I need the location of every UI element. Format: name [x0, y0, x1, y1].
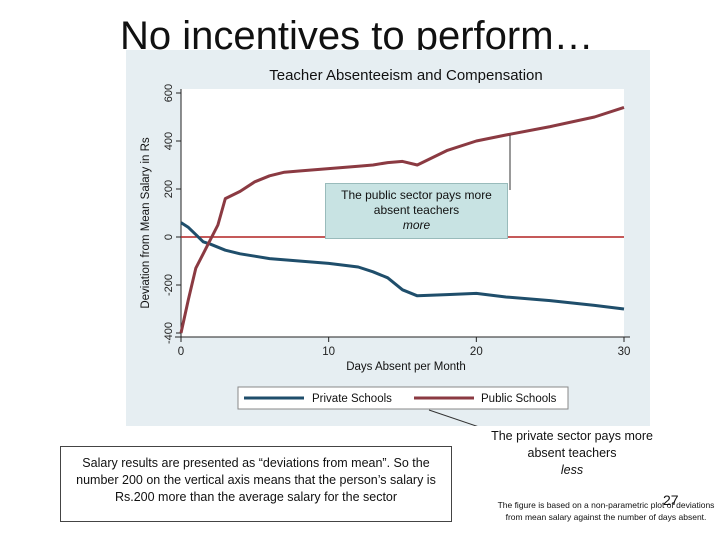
salary-explanation-box: Salary results are presented as “deviati…: [60, 446, 452, 522]
private-callout-emphasis: less: [560, 463, 584, 477]
y-tick-label: -400: [163, 322, 175, 344]
y-tick-label: 0: [163, 234, 175, 240]
y-tick-label: -200: [163, 274, 175, 296]
y-tick-label: 400: [163, 132, 175, 150]
figure-footnote: The figure is based on a non-parametric …: [497, 500, 715, 522]
series-line-private-schools: [180, 221, 625, 311]
private-callout-pointer: [428, 409, 478, 426]
y-tick-label: 600: [163, 84, 175, 102]
private-sector-callout: The private sector pays more absent teac…: [488, 428, 656, 479]
private-callout-text: The private sector pays more absent teac…: [491, 429, 653, 460]
page-number: 27: [663, 492, 679, 508]
legend-label-private: Private Schools: [312, 393, 392, 405]
public-sector-callout: The public sector pays more absent teach…: [325, 183, 508, 239]
x-tick-label: 20: [470, 346, 483, 358]
y-axis-label: Deviation from Mean Salary in Rs: [140, 137, 152, 309]
public-callout-text: The public sector pays more absent teach…: [341, 188, 492, 217]
legend-label-public: Public Schools: [481, 393, 557, 405]
x-tick-label: 30: [618, 346, 631, 358]
chart: -400 -200 0 200 400 600 0 10 20 30 Teacher Absente…: [140, 67, 631, 426]
x-tick-label: 0: [178, 346, 184, 358]
public-callout-emphasis: more: [402, 218, 431, 232]
chart-title: Teacher Absenteeism and Compensation: [269, 67, 543, 84]
legend-box: [237, 386, 569, 410]
y-tick-label: 200: [163, 180, 175, 198]
series-line-public-schools: [179, 105, 625, 334]
x-axis-label: Days Absent per Month: [346, 361, 466, 373]
x-tick-label: 10: [322, 346, 335, 358]
